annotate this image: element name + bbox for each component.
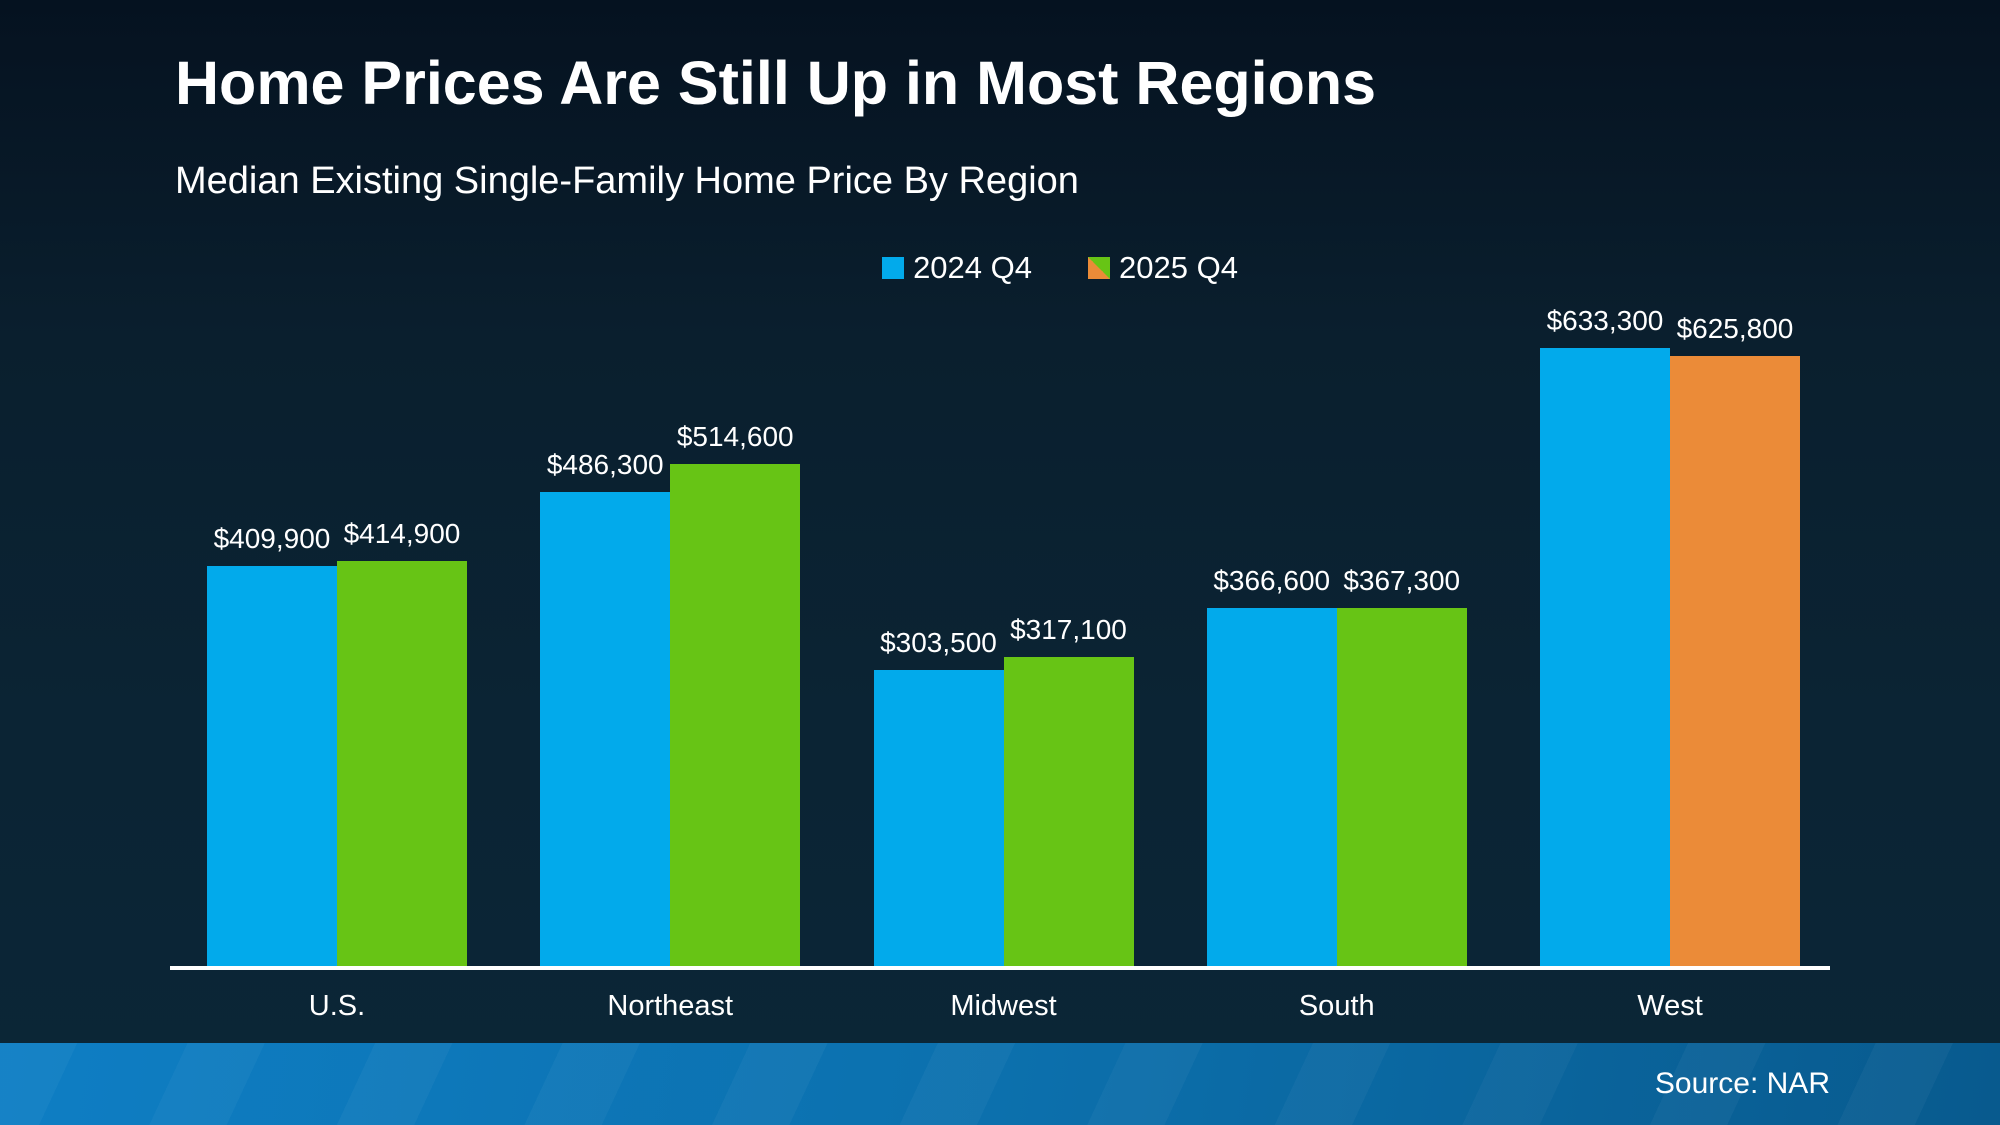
bar-value-label: $633,300: [1546, 305, 1664, 336]
bar-2024-q4: [207, 566, 337, 966]
bar-column: $409,900: [207, 523, 337, 966]
bar-2025-q4: [1336, 608, 1467, 966]
legend-item-2024-q4: 2024 Q4: [882, 250, 1032, 286]
bar-2025-q4: [337, 561, 467, 966]
bar-value-label: $303,500: [880, 627, 997, 658]
legend-item-2025-q4: 2025 Q4: [1088, 250, 1238, 286]
bar-group: $633,300 $625,800: [1540, 305, 1800, 966]
bar-value-label: $317,100: [1010, 614, 1127, 645]
bar-column: $633,300: [1540, 305, 1670, 966]
legend-label: 2025 Q4: [1119, 250, 1238, 285]
bar-column: $625,800: [1670, 313, 1800, 966]
bar-group: $409,900 $414,900: [207, 518, 467, 966]
legend-swatch: [1088, 257, 1110, 279]
legend: 2024 Q4 2025 Q4: [60, 250, 2000, 286]
bar-group: $303,500 $317,100: [873, 614, 1134, 966]
category-labels: U.S. Northeast Midwest South West: [207, 990, 1800, 1023]
bar-value-label: $367,300: [1343, 565, 1461, 596]
bar-column: $414,900: [337, 518, 467, 966]
bar-column: $317,100: [1003, 614, 1134, 966]
bar-column: $367,300: [1336, 565, 1467, 966]
bar-2024-q4: [873, 670, 1004, 966]
bar-group: $486,300 $514,600: [540, 421, 801, 966]
bar-value-label: $625,800: [1676, 313, 1794, 344]
bar-group: $366,600 $367,300: [1206, 565, 1467, 966]
bar-column: $366,600: [1206, 565, 1337, 966]
category-label: Midwest: [950, 990, 1057, 1022]
bar-2025-q4: [1003, 657, 1134, 966]
chart-subtitle: Median Existing Single-Family Home Price…: [175, 160, 1079, 202]
legend-swatch: [882, 257, 905, 279]
x-axis-line: [170, 966, 1830, 970]
bar-2024-q4: [1206, 608, 1337, 966]
bar-2024-q4: [1540, 348, 1670, 966]
bar-2025-q4: [1670, 356, 1800, 966]
footer-bar: Source: NAR: [0, 1043, 2000, 1125]
bar-column: $303,500: [873, 627, 1004, 966]
bar-column: $486,300: [540, 449, 671, 966]
category-label: South: [1298, 990, 1375, 1022]
bar-value-label: $414,900: [343, 518, 461, 549]
category-label: U.S.: [308, 990, 366, 1022]
category-label: Northeast: [607, 990, 734, 1022]
bar-2024-q4: [540, 492, 671, 966]
bar-groups: $409,900 $414,900 $486,300 $514,600 $303,500…: [207, 305, 1800, 966]
page-title: Home Prices Are Still Up in Most Regions: [175, 49, 1377, 117]
bar-value-label: $366,600: [1213, 565, 1331, 596]
bar-2025-q4: [670, 464, 801, 966]
bar-column: $514,600: [670, 421, 801, 966]
bar-value-label: $409,900: [213, 523, 331, 554]
source-text: Source: NAR: [1654, 1067, 1830, 1100]
bar-value-label: $514,600: [676, 421, 794, 452]
bar-value-label: $486,300: [546, 449, 664, 480]
category-label: West: [1637, 990, 1703, 1022]
legend-label: 2024 Q4: [913, 250, 1032, 285]
